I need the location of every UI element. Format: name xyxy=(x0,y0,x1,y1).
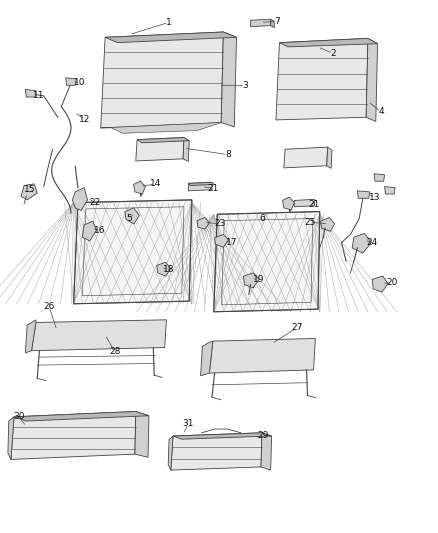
Polygon shape xyxy=(183,138,189,161)
Text: 21: 21 xyxy=(208,184,219,192)
Text: 22: 22 xyxy=(90,198,101,207)
Polygon shape xyxy=(25,320,36,353)
Polygon shape xyxy=(201,341,213,376)
Text: 14: 14 xyxy=(150,180,161,188)
Polygon shape xyxy=(221,32,237,127)
Polygon shape xyxy=(21,184,37,200)
Text: 31: 31 xyxy=(183,419,194,428)
Polygon shape xyxy=(294,199,314,207)
Polygon shape xyxy=(25,90,36,97)
Polygon shape xyxy=(188,182,212,191)
Polygon shape xyxy=(72,188,88,211)
Text: 2: 2 xyxy=(330,49,336,58)
Polygon shape xyxy=(32,320,166,351)
Text: 8: 8 xyxy=(225,150,231,159)
Polygon shape xyxy=(366,38,378,122)
Polygon shape xyxy=(244,273,259,288)
Text: 26: 26 xyxy=(43,302,55,311)
Text: 27: 27 xyxy=(291,324,303,332)
Polygon shape xyxy=(8,417,14,459)
Polygon shape xyxy=(214,212,320,312)
Polygon shape xyxy=(279,38,378,47)
Text: 16: 16 xyxy=(94,227,106,235)
Polygon shape xyxy=(157,262,171,276)
Polygon shape xyxy=(66,78,76,85)
Polygon shape xyxy=(134,181,145,194)
Text: 1: 1 xyxy=(166,18,172,27)
Text: 15: 15 xyxy=(24,185,35,193)
Polygon shape xyxy=(101,32,223,128)
Polygon shape xyxy=(276,38,368,120)
Text: 25: 25 xyxy=(304,218,316,227)
Polygon shape xyxy=(168,436,173,470)
Polygon shape xyxy=(14,411,149,421)
Polygon shape xyxy=(188,182,214,185)
Text: 30: 30 xyxy=(13,413,25,421)
Polygon shape xyxy=(209,338,315,373)
Polygon shape xyxy=(374,174,385,181)
Polygon shape xyxy=(327,147,332,168)
Polygon shape xyxy=(125,208,139,224)
Polygon shape xyxy=(352,233,371,253)
Text: 13: 13 xyxy=(369,193,380,201)
Polygon shape xyxy=(284,147,328,168)
Polygon shape xyxy=(135,411,149,457)
Text: 23: 23 xyxy=(214,220,226,228)
Polygon shape xyxy=(11,411,136,459)
Polygon shape xyxy=(173,433,272,439)
Polygon shape xyxy=(101,123,221,133)
Polygon shape xyxy=(385,187,395,194)
Polygon shape xyxy=(197,217,209,229)
Polygon shape xyxy=(136,138,184,161)
Text: 12: 12 xyxy=(79,116,90,124)
Polygon shape xyxy=(251,19,271,27)
Polygon shape xyxy=(137,138,189,143)
Text: 29: 29 xyxy=(257,431,268,440)
Polygon shape xyxy=(271,19,274,28)
Text: 7: 7 xyxy=(274,17,280,26)
Text: 24: 24 xyxy=(367,238,378,247)
Polygon shape xyxy=(82,221,96,241)
Text: 18: 18 xyxy=(163,265,174,273)
Polygon shape xyxy=(74,200,192,304)
Text: 10: 10 xyxy=(74,78,85,87)
Text: 19: 19 xyxy=(253,276,264,284)
Polygon shape xyxy=(215,235,229,247)
Polygon shape xyxy=(357,191,370,198)
Polygon shape xyxy=(283,197,294,210)
Text: 17: 17 xyxy=(226,238,238,247)
Polygon shape xyxy=(372,276,388,292)
Text: 6: 6 xyxy=(259,214,265,223)
Text: 11: 11 xyxy=(33,92,44,100)
Text: 3: 3 xyxy=(242,81,248,90)
Polygon shape xyxy=(321,217,335,231)
Text: 4: 4 xyxy=(378,108,384,116)
Text: 21: 21 xyxy=(309,200,320,208)
Polygon shape xyxy=(261,433,272,470)
Polygon shape xyxy=(105,32,237,43)
Text: 5: 5 xyxy=(126,214,132,223)
Text: 28: 28 xyxy=(109,348,120,356)
Polygon shape xyxy=(171,433,262,470)
Text: 20: 20 xyxy=(386,278,398,287)
